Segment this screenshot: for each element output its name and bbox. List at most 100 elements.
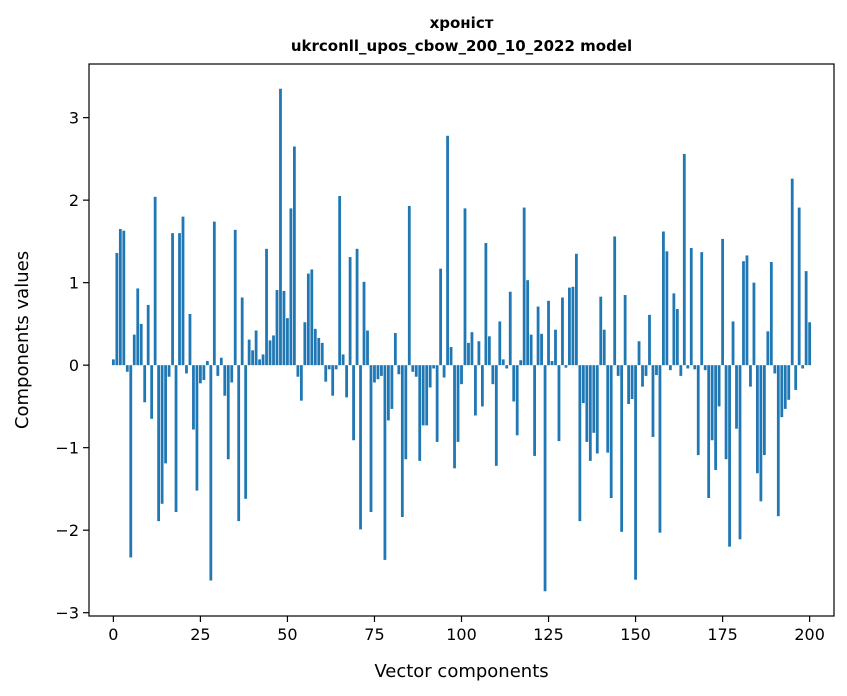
bar — [199, 365, 202, 384]
bar — [244, 365, 248, 499]
chart-subtitle: ukrconll_upos_cbow_200_10_2022 model — [291, 37, 632, 55]
bar — [178, 233, 181, 366]
bar — [634, 365, 637, 580]
bar — [602, 329, 606, 366]
bar — [595, 365, 599, 454]
bar — [428, 365, 432, 388]
bar — [439, 268, 443, 366]
bar — [641, 365, 644, 387]
bar — [571, 286, 575, 366]
x-tick-label: 200 — [794, 625, 825, 644]
bar — [707, 365, 711, 499]
bar — [425, 365, 429, 426]
bar — [331, 365, 335, 396]
bar — [230, 365, 234, 383]
bar — [696, 365, 700, 456]
bar — [644, 365, 648, 376]
bar — [783, 365, 787, 409]
bar — [481, 365, 484, 407]
bar — [536, 306, 540, 366]
y-tick-label: 3 — [69, 109, 79, 128]
bar — [756, 365, 759, 474]
bar — [338, 196, 342, 366]
bar — [226, 365, 230, 460]
bar — [299, 365, 303, 401]
bar — [794, 365, 798, 390]
bar — [762, 365, 766, 456]
bar — [125, 365, 129, 372]
bar — [533, 365, 536, 456]
bar — [456, 365, 460, 442]
bar — [171, 233, 174, 366]
bar — [529, 334, 533, 366]
bar — [801, 365, 805, 369]
bar — [303, 322, 307, 366]
bar — [616, 365, 620, 376]
bar — [735, 365, 738, 429]
bar — [491, 365, 495, 385]
bar — [637, 341, 641, 366]
bar — [376, 365, 380, 380]
bar — [355, 248, 359, 366]
bar — [599, 296, 603, 366]
bar — [804, 271, 808, 366]
bar — [651, 365, 655, 437]
bar — [212, 221, 216, 366]
x-tick-label: 75 — [364, 625, 384, 644]
bar — [672, 293, 676, 366]
bar — [675, 309, 679, 366]
bar — [296, 365, 300, 377]
bar — [721, 238, 724, 366]
bar — [317, 337, 321, 366]
bar — [373, 365, 376, 383]
bar — [449, 347, 453, 366]
bar — [658, 365, 662, 533]
bar — [146, 304, 150, 366]
bar — [787, 365, 791, 400]
bar — [383, 365, 387, 560]
bar — [522, 207, 526, 366]
bar — [780, 365, 784, 418]
bar — [272, 335, 275, 366]
bar — [749, 365, 752, 387]
bar — [568, 287, 571, 366]
bar — [348, 257, 352, 366]
bar — [320, 342, 324, 366]
bar — [717, 365, 721, 407]
bar — [487, 336, 491, 366]
bar — [574, 253, 578, 366]
bar — [686, 365, 690, 369]
bar — [797, 207, 801, 366]
bar — [310, 269, 314, 366]
bar — [752, 282, 756, 366]
bar — [421, 365, 425, 426]
bar — [400, 365, 404, 517]
bar — [463, 208, 467, 366]
bar — [540, 333, 543, 366]
bar — [648, 314, 651, 366]
bar — [738, 365, 742, 540]
y-tick-label: −1 — [55, 439, 79, 458]
bar — [157, 365, 161, 522]
x-tick-label: 50 — [277, 625, 297, 644]
bar — [233, 229, 237, 366]
y-axis-ticks: −3 −2 −1 0 1 2 3 — [55, 109, 89, 623]
bar — [362, 281, 366, 366]
bar — [341, 354, 345, 366]
bar — [766, 331, 770, 366]
bar — [668, 365, 672, 371]
bar — [745, 255, 749, 366]
bar — [150, 365, 154, 419]
bar — [205, 361, 209, 366]
chart-title: хроніст — [430, 14, 494, 32]
bar — [286, 318, 289, 366]
bar — [369, 365, 373, 513]
bar — [122, 230, 126, 366]
bar — [581, 365, 585, 404]
bar — [359, 365, 362, 530]
y-tick-label: −3 — [55, 604, 79, 623]
bar — [460, 365, 463, 385]
bar — [195, 365, 199, 491]
bar — [742, 261, 745, 366]
bar — [247, 339, 251, 366]
